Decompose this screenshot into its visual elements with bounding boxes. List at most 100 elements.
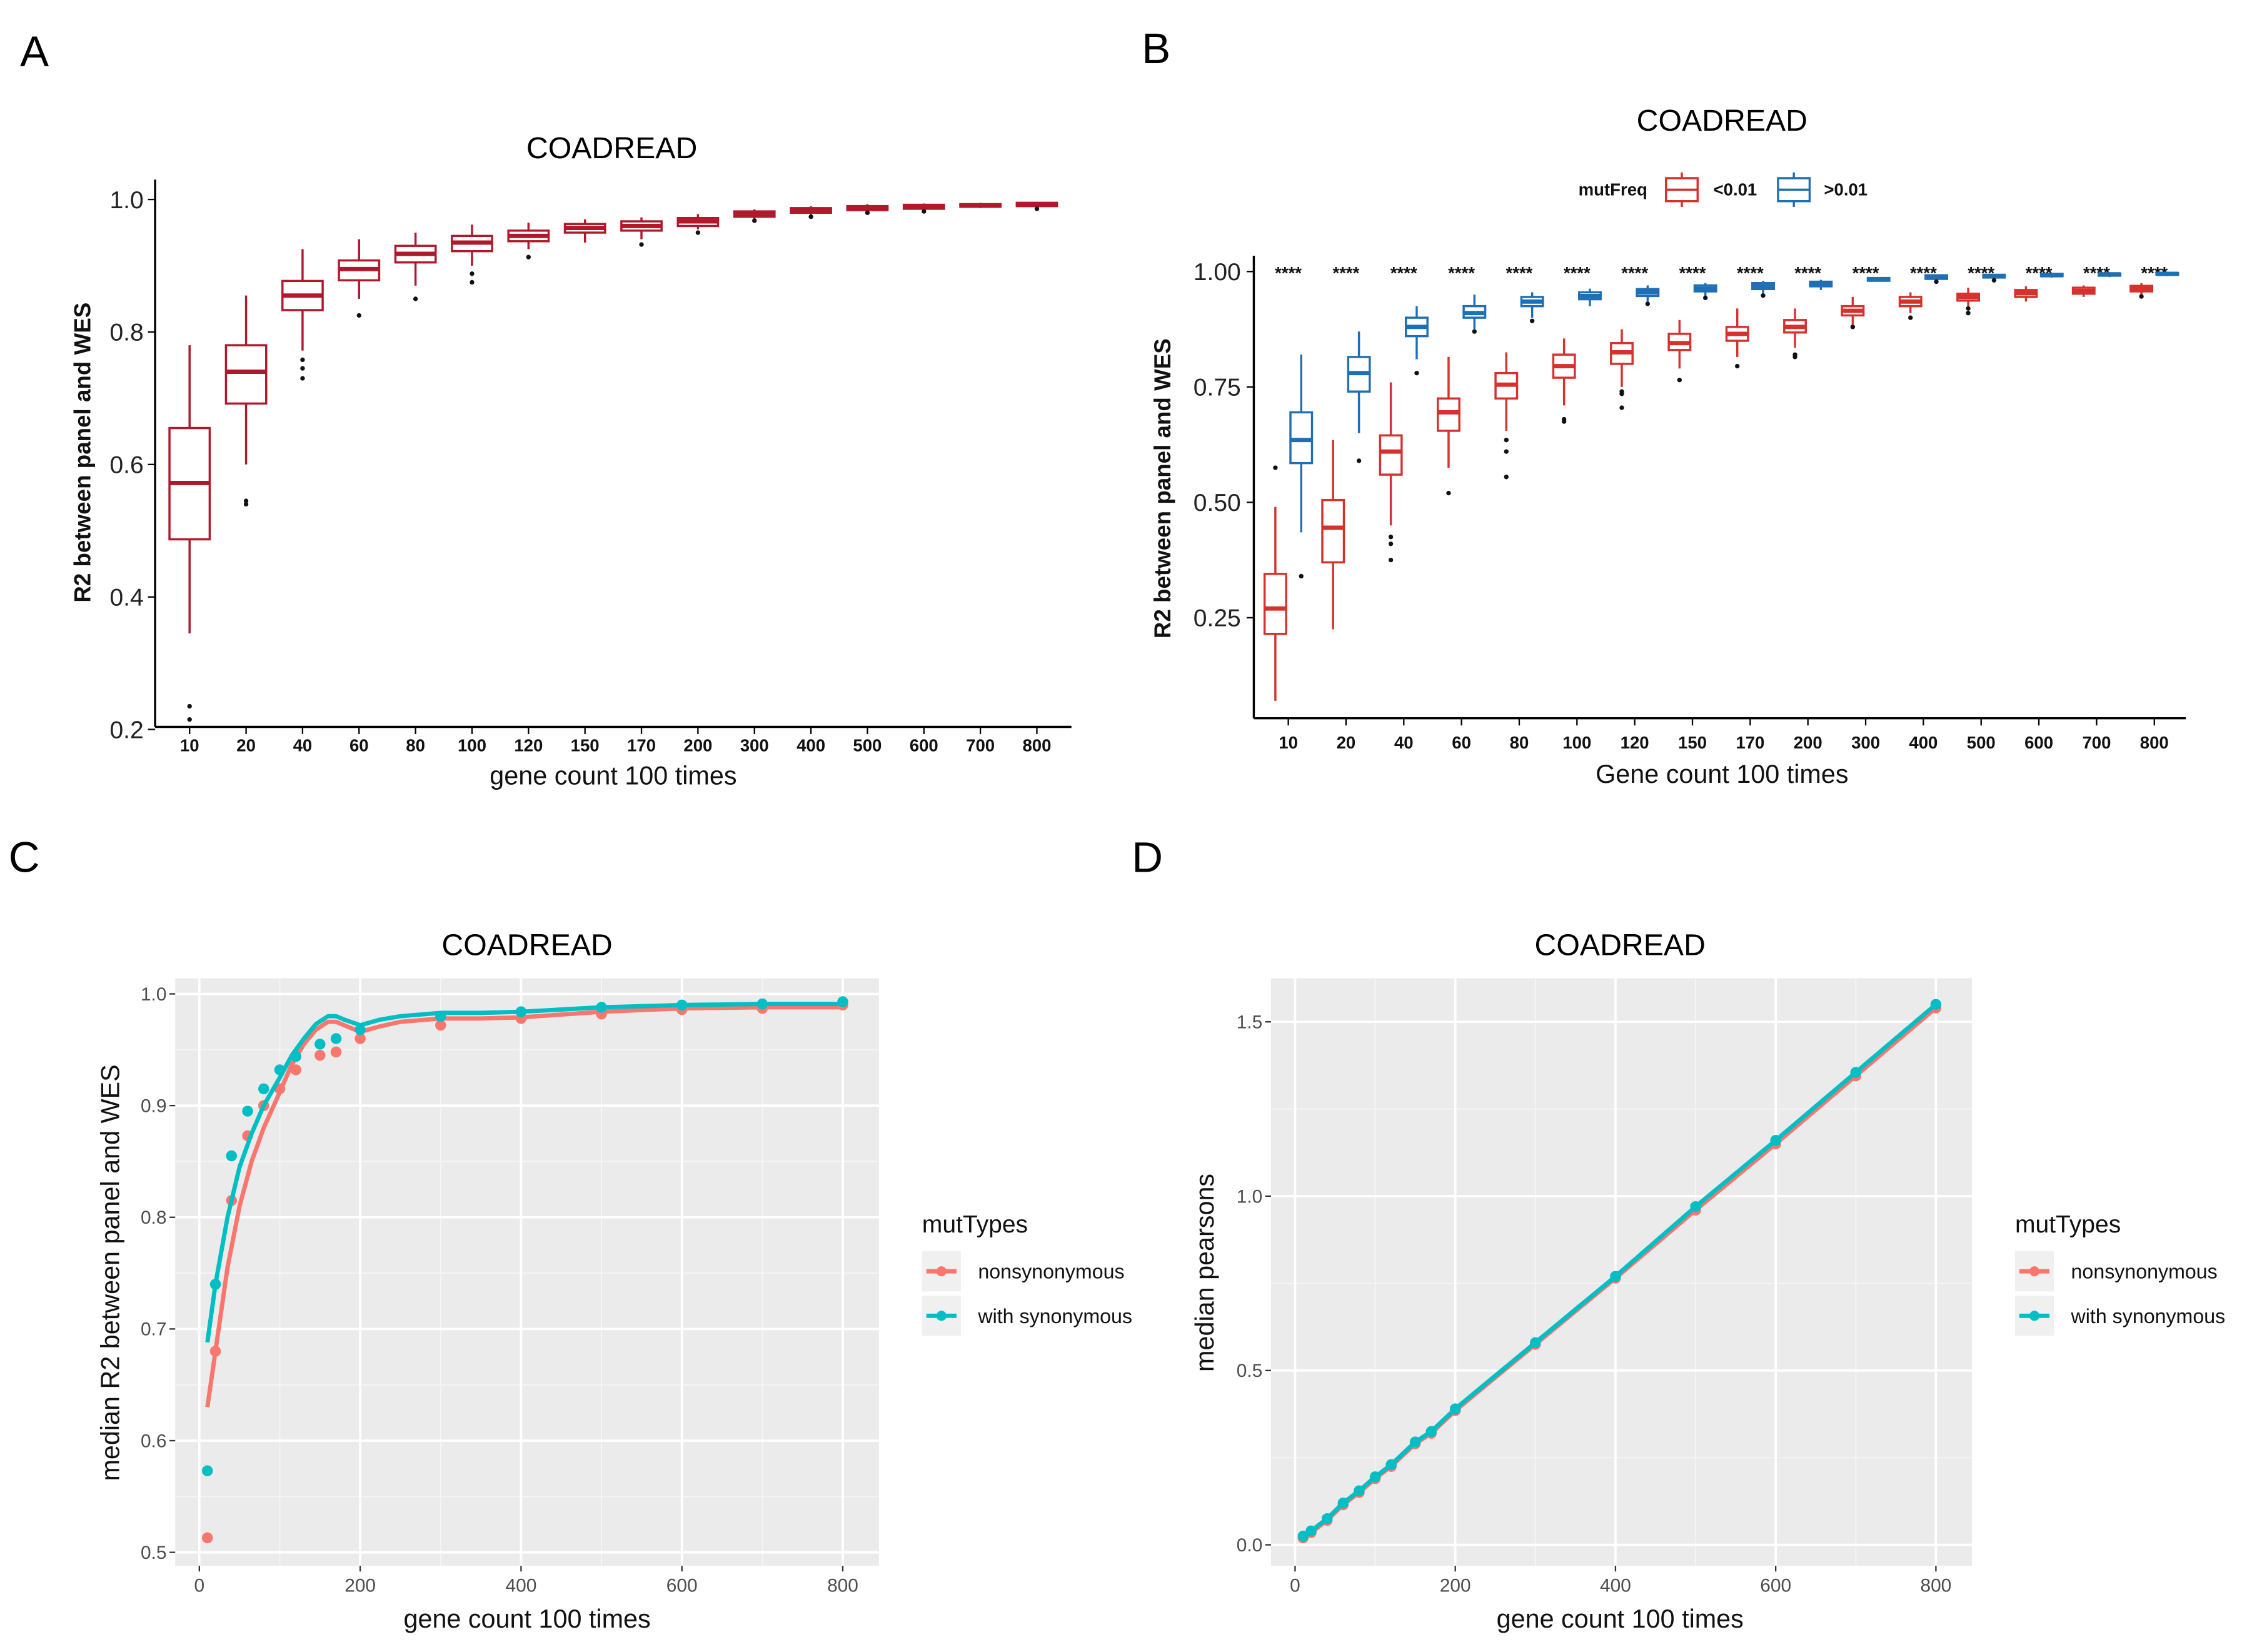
- box: [1289, 411, 1314, 465]
- outlier-point: [470, 280, 475, 285]
- data-point: [209, 1346, 221, 1357]
- x-tick-label: 800: [2140, 733, 2169, 752]
- x-tick-label: 400: [1600, 1575, 1631, 1596]
- data-point: [290, 1064, 301, 1075]
- outlier-point: [1908, 315, 1913, 320]
- data-point: [757, 998, 768, 1010]
- outlier-point: [1529, 318, 1535, 323]
- significance-stars: ****: [1332, 263, 1359, 283]
- significance-stars: ****: [1506, 263, 1533, 283]
- y-axis-label: R2 between panel and WES: [1150, 338, 1175, 638]
- outlier-point: [1034, 206, 1040, 211]
- outlier-point: [300, 357, 305, 363]
- panel-label-c: C: [9, 834, 40, 882]
- x-axis-label: gene count 100 times: [1497, 1604, 1744, 1633]
- plot-background: [175, 978, 879, 1566]
- outlier-point: [1504, 438, 1509, 443]
- data-point: [274, 1064, 286, 1075]
- x-tick-label: 200: [344, 1575, 376, 1596]
- outlier-point: [356, 313, 361, 318]
- x-tick-label: 400: [506, 1575, 537, 1596]
- panel-c-chart: COADREAD gene count 100 times median R2 …: [96, 929, 1132, 1633]
- x-tick-label: 80: [1510, 733, 1529, 752]
- x-tick-label: 40: [1394, 733, 1414, 752]
- x-tick-label: 150: [1678, 733, 1707, 752]
- outlier-point: [470, 271, 475, 276]
- data-point: [330, 1033, 342, 1044]
- outlier-point: [243, 498, 249, 503]
- significance-stars: ****: [1621, 263, 1648, 283]
- x-tick-label: 100: [1562, 733, 1591, 752]
- outlier-point: [187, 703, 192, 709]
- x-tick-label: 0: [194, 1575, 205, 1596]
- x-tick-label: 0: [1290, 1575, 1300, 1596]
- x-tick-label: 300: [1851, 733, 1880, 752]
- outlier-point: [1792, 355, 1797, 360]
- data-point: [596, 1002, 607, 1013]
- y-tick-label: 0.7: [141, 1319, 167, 1340]
- outlier-point: [1703, 295, 1708, 301]
- outlier-point: [1619, 405, 1624, 410]
- y-axis-label: R2 between panel and WES: [70, 303, 96, 603]
- data-point: [435, 1010, 446, 1022]
- x-tick-label: 60: [349, 736, 369, 755]
- panel-a-chart: COADREAD gene count 100 times R2 between…: [70, 131, 1072, 790]
- outlier-point: [1966, 311, 1971, 316]
- y-tick-label: 0.75: [1194, 375, 1241, 401]
- smooth-line: [205, 1002, 843, 1343]
- x-tick-label: 60: [1452, 733, 1471, 752]
- outlier-point: [1414, 371, 1419, 376]
- x-tick-label: 200: [1794, 733, 1822, 752]
- outlier-point: [808, 214, 813, 219]
- y-tick-label: 0.5: [1237, 1361, 1263, 1381]
- data-point: [226, 1150, 238, 1162]
- x-tick-label: 800: [1920, 1575, 1951, 1596]
- x-tick-label: 120: [514, 736, 543, 755]
- x-tick-label: 400: [797, 736, 825, 755]
- outlier-point: [1850, 325, 1856, 330]
- outlier-point: [243, 501, 249, 507]
- x-tick-label: 600: [666, 1575, 698, 1596]
- outlier-point: [1991, 278, 1997, 283]
- chart-title: COADREAD: [526, 131, 697, 165]
- data-point: [515, 1006, 527, 1017]
- y-tick-label: 0.0: [1237, 1535, 1263, 1556]
- x-tick-label: 600: [2024, 733, 2053, 752]
- y-tick-label: 1.5: [1237, 1012, 1263, 1033]
- panel-label-d: D: [1132, 834, 1163, 882]
- outlier-point: [1388, 541, 1394, 546]
- y-tick-label: 0.8: [141, 1207, 167, 1228]
- data-point: [258, 1083, 269, 1095]
- legend-key-point: [2029, 1266, 2040, 1277]
- y-tick-label: 0.50: [1194, 490, 1241, 516]
- data-point: [435, 1019, 446, 1031]
- outlier-point: [1273, 465, 1278, 470]
- x-tick-label: 300: [740, 736, 769, 755]
- significance-stars: ****: [1564, 263, 1591, 283]
- legend-key-point: [936, 1311, 947, 1321]
- outlier-point: [413, 296, 418, 301]
- x-tick-label: 600: [1760, 1575, 1791, 1596]
- significance-stars: ****: [1448, 263, 1475, 283]
- outlier-point: [1299, 573, 1304, 579]
- data-point: [354, 1033, 366, 1044]
- x-tick-label: 200: [683, 736, 712, 755]
- data-point: [242, 1106, 253, 1117]
- legend-label-nonsynonymous: nonsynonymous: [978, 1261, 1124, 1283]
- y-tick-label: 1.0: [1237, 1186, 1263, 1207]
- legend-label-nonsynonymous: nonsynonymous: [2071, 1261, 2218, 1283]
- data-point: [354, 1024, 366, 1035]
- x-tick-label: 10: [180, 736, 199, 755]
- x-tick-label: 500: [1967, 733, 1996, 752]
- outlier-point: [1934, 279, 1939, 285]
- legend-title: mutTypes: [2015, 1211, 2121, 1238]
- significance-stars: ****: [1679, 263, 1706, 283]
- data-point: [676, 999, 688, 1011]
- x-axis-label: gene count 100 times: [403, 1604, 650, 1633]
- x-tick-label: 40: [293, 736, 313, 755]
- legend-label-with-synonymous: with synonymous: [2071, 1305, 2226, 1327]
- y-axis-label: median R2 between panel and WES: [96, 1064, 125, 1481]
- legend-label-high: >0.01: [1824, 180, 1867, 199]
- y-tick-label: 1.0: [141, 984, 167, 1005]
